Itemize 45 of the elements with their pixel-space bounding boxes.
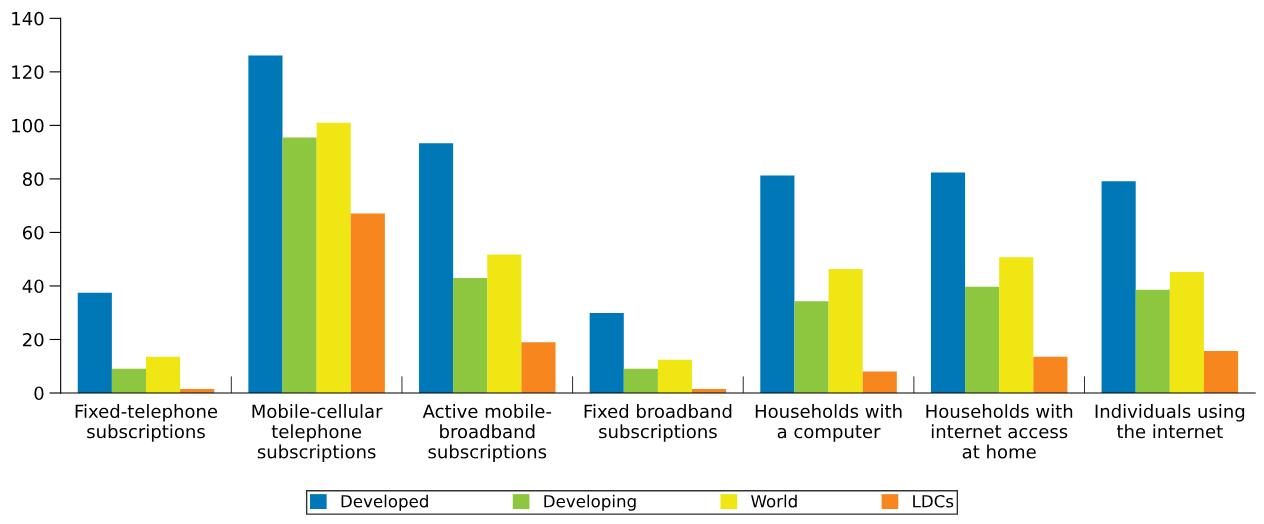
bar [1101, 181, 1136, 393]
legend-label: Developed [341, 494, 428, 511]
bar [248, 55, 283, 393]
legend-label: World [751, 494, 797, 508]
bar [657, 359, 693, 393]
bar [760, 175, 795, 393]
bar [828, 269, 863, 393]
x-tick-label: Fixed-telephone subscriptions [75, 404, 218, 442]
x-tick-label: Active mobile- broadband subscriptions [422, 404, 552, 463]
bar [965, 286, 1000, 393]
legend-label: LDCs [913, 494, 954, 508]
y-tick-label: 120 [12, 65, 44, 79]
bar [623, 368, 658, 393]
x-tick-label: Individuals using the internet [1095, 404, 1245, 439]
bar [521, 342, 556, 393]
bar [453, 277, 488, 393]
bar [487, 254, 522, 393]
bar [794, 301, 829, 393]
bar [1135, 289, 1170, 393]
legend-label: Developing [544, 494, 636, 511]
y-tick-label: 60 [22, 225, 44, 240]
bar [930, 172, 966, 393]
bar [316, 122, 351, 393]
y-tick-label: 100 [12, 118, 44, 133]
x-tick-label: Households with a computer [755, 404, 902, 442]
bar [419, 143, 454, 393]
bar [589, 312, 624, 393]
bar [999, 257, 1034, 393]
bar [145, 356, 181, 393]
x-tick-label: Fixed broadband subscriptions [584, 404, 732, 442]
bar [350, 213, 385, 393]
bar [111, 368, 146, 393]
y-tick-label: 80 [22, 172, 44, 187]
y-tick-label: 40 [22, 279, 44, 294]
y-tick-label: 140 [12, 11, 44, 26]
bar [1033, 356, 1068, 393]
y-tick-label: 0 [34, 386, 44, 401]
bar [1169, 272, 1204, 393]
bar [862, 371, 897, 393]
x-tick-label: Households with internet access at home [926, 404, 1073, 459]
x-tick-label: Mobile-cellular telephone subscriptions [252, 404, 383, 463]
bar [1203, 350, 1239, 393]
bar [77, 292, 112, 393]
bar [282, 137, 317, 393]
y-tick-label: 20 [23, 332, 44, 347]
